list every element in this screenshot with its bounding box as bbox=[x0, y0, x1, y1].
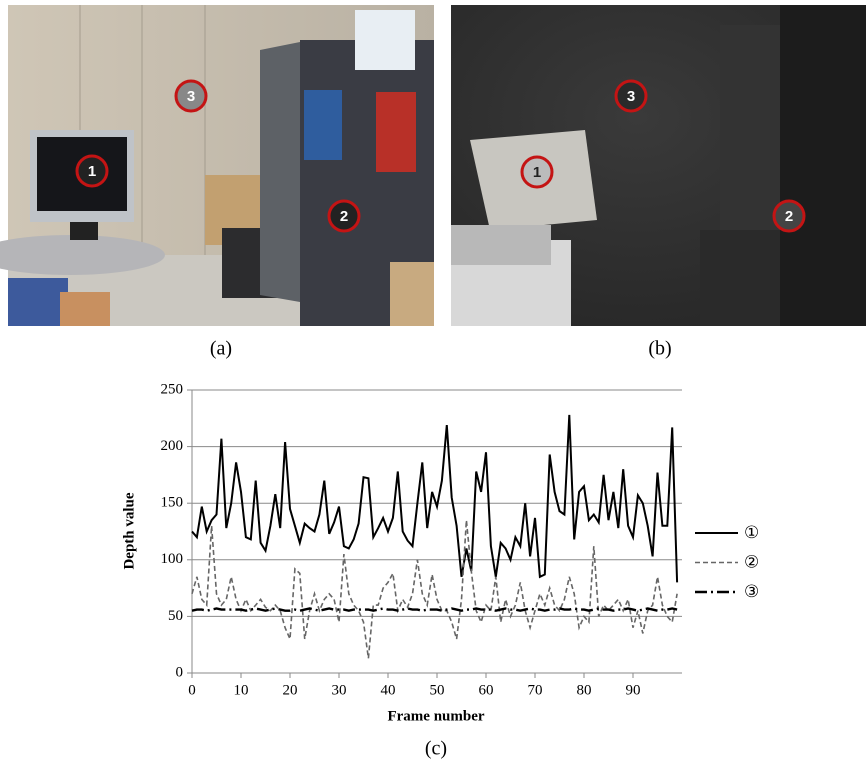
caption: (a) bbox=[210, 338, 232, 360]
series-line bbox=[191, 607, 678, 612]
legend-label: ③ bbox=[744, 582, 759, 601]
y-tick-label: 250 bbox=[161, 381, 184, 397]
x-tick-label: 60 bbox=[479, 682, 494, 698]
caption: (b) bbox=[648, 338, 671, 360]
y-tick-label: 50 bbox=[168, 608, 183, 624]
y-tick-label: 200 bbox=[161, 438, 184, 454]
x-tick-label: 20 bbox=[283, 682, 298, 698]
marker-label: 1 bbox=[88, 163, 96, 180]
markers-b: 1 3 2 bbox=[520, 79, 806, 233]
photo-b bbox=[451, 5, 866, 326]
marker-label: 3 bbox=[187, 88, 195, 105]
x-tick-label: 50 bbox=[430, 682, 445, 698]
legend-label: ② bbox=[744, 552, 759, 571]
chart: 0 50 100 150 200 250 0 10 20 30 40 50 60 70 80 90 ① ② ③ bbox=[161, 381, 760, 698]
x-tick-label: 40 bbox=[381, 682, 396, 698]
y-tick-label: 0 bbox=[176, 664, 184, 680]
marker-label: 3 bbox=[627, 88, 635, 105]
x-tick-label: 10 bbox=[234, 682, 249, 698]
caption: (c) bbox=[425, 738, 447, 760]
x-tick-label: 0 bbox=[188, 682, 196, 698]
legend-label: ① bbox=[744, 523, 759, 542]
marker-label: 2 bbox=[340, 208, 348, 225]
x-tick-label: 90 bbox=[626, 682, 641, 698]
marker-label: 2 bbox=[785, 208, 793, 225]
x-tick-label: 30 bbox=[332, 682, 347, 698]
y-tick-label: 150 bbox=[161, 495, 184, 511]
x-axis-title: Frame number bbox=[387, 708, 484, 724]
photo-a bbox=[0, 5, 434, 326]
markers-a: 1 3 2 bbox=[75, 79, 361, 233]
series-line bbox=[191, 414, 679, 583]
series-line bbox=[191, 520, 678, 659]
marker-label: 1 bbox=[533, 164, 541, 181]
y-axis-title: Depth value bbox=[121, 492, 137, 569]
x-tick-label: 70 bbox=[528, 682, 543, 698]
y-tick-label: 100 bbox=[161, 551, 184, 567]
x-tick-label: 80 bbox=[577, 682, 592, 698]
